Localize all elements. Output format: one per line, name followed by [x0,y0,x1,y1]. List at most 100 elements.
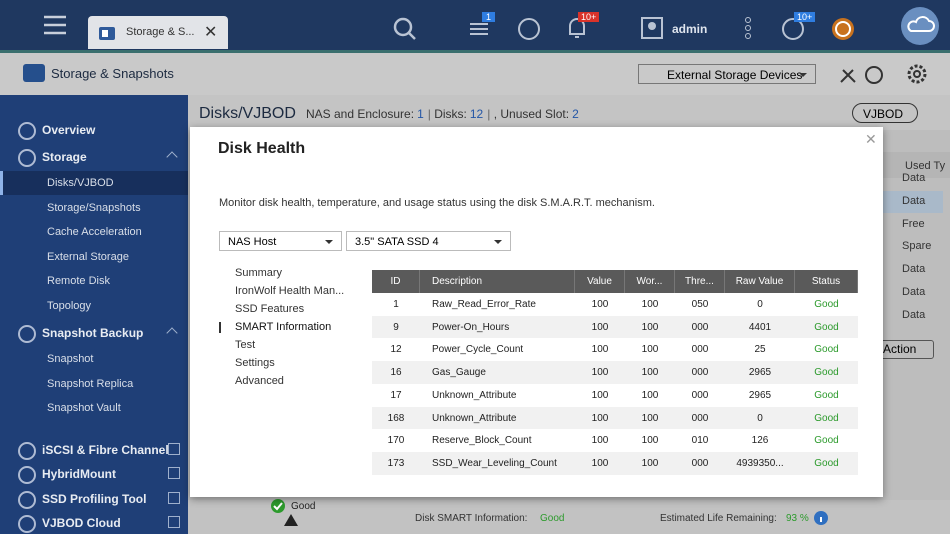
external-link-icon[interactable] [168,492,180,504]
tab-title: Storage & S... [126,26,195,38]
table-row[interactable] [372,383,858,407]
menu-item[interactable]: Summary [235,267,283,279]
user-name[interactable]: admin [672,22,708,36]
section-label[interactable]: Overview [42,123,96,137]
used-type: Data [902,172,926,184]
nav-item[interactable]: Snapshot Replica [47,377,134,390]
table-row[interactable] [372,315,858,339]
column-header[interactable]: Value [575,270,625,293]
section-label[interactable]: VJBOD Cloud [42,516,121,530]
disk-select[interactable]: 3.5" SATA SSD 4 [346,231,511,251]
table-row[interactable] [372,361,858,384]
table-row[interactable] [372,451,858,475]
action-button[interactable]: Action [880,340,934,359]
help-icon[interactable] [864,65,884,85]
menu-item[interactable]: SMART Information [235,321,332,333]
table-cell: Unknown_Attribute [432,412,517,424]
table-cell: Power_Cycle_Count [432,344,524,356]
table-cell: 100 [641,299,659,310]
table-row[interactable] [372,293,858,316]
nav-item[interactable]: Snapshot Vault [47,402,121,415]
section-label[interactable]: iSCSI & Fibre Channel [42,443,169,457]
tasks-icon[interactable] [468,18,492,40]
user-icon[interactable] [640,16,664,40]
nav-item[interactable]: Snapshot [47,353,94,365]
info-icon[interactable] [814,511,828,525]
nav-item[interactable]: Cache Acceleration [47,226,142,239]
table-cell: 000 [691,367,709,379]
nav-item[interactable]: External Storage [47,250,129,263]
table-cell: 100 [591,435,609,447]
nav-item[interactable]: Storage/Snapshots [47,201,141,214]
nav-item[interactable]: Disks/VJBOD [47,177,114,189]
settings-icon[interactable] [906,63,928,85]
more-icon[interactable] [744,16,752,40]
table-cell: 12 [390,344,402,356]
section-icon [18,325,36,343]
external-link-icon[interactable] [168,467,180,479]
accent-line [0,50,950,53]
table-cell: Good [814,435,839,447]
host-select[interactable]: NAS Host [219,231,342,251]
sync-icon[interactable] [516,16,542,42]
device-select[interactable]: External Storage Devices [638,64,816,84]
table-cell: Power-On_Hours [432,321,510,333]
info-icon[interactable] [780,16,806,42]
table-cell: 0 [757,412,763,424]
table-cell: Good [814,457,839,469]
table-row[interactable] [372,338,858,362]
table-cell: 100 [641,389,659,401]
vjbod-button[interactable]: VJBOD [852,103,918,123]
external-link-icon[interactable] [168,516,180,528]
detail-panel: Good Disk SMART Information: Good Estima… [188,499,950,534]
smart-label: Disk SMART Information: [415,513,528,524]
description: Monitor disk health, temperature, and us… [219,197,655,209]
menu-item[interactable]: Test [235,339,256,351]
table-row[interactable] [372,406,858,430]
menu-item[interactable]: SSD Features [235,303,305,315]
nav-item[interactable]: Topology [47,300,92,312]
column-header[interactable]: Wor... [625,270,675,293]
table-cell: Good [814,389,839,401]
dashboard-icon[interactable] [830,16,856,42]
app-tab[interactable]: Storage & S... ✕ [88,16,228,49]
menu-item[interactable]: Advanced [235,375,284,387]
close-button[interactable]: ✕ [865,131,877,147]
section-label[interactable]: Storage [42,150,87,164]
chevron[interactable] [166,327,178,339]
table-cell: 17 [390,389,402,401]
column-header[interactable]: ID [372,270,420,293]
table-cell: Reserve_Block_Count [432,435,532,447]
table-cell: 170 [387,435,405,447]
section-label[interactable]: Snapshot Backup [42,326,144,340]
table-cell: 100 [591,367,609,379]
section-label[interactable]: HybridMount [42,467,116,481]
chevron[interactable] [166,151,178,163]
tab-close[interactable]: ✕ [204,24,218,41]
main-header: Disks/VJBOD NAS and Enclosure: 1 | Disks: 1… [188,95,950,130]
cloud-icon[interactable] [900,6,940,46]
section-icon [18,442,36,460]
section-label[interactable]: SSD Profiling Tool [42,492,147,506]
table-cell: 126 [751,435,769,447]
table-cell: 000 [691,412,709,424]
column-header[interactable]: Description [420,270,575,293]
column-header[interactable]: Thre... [675,270,725,293]
dialog: Disk Health ✕ Monitor disk health, tempe… [190,127,883,497]
nav-item[interactable]: Remote Disk [47,275,110,288]
menu-item[interactable]: Settings [235,357,275,369]
tools-icon[interactable] [838,65,858,85]
menu-item[interactable]: IronWolf Health Man... [235,285,345,297]
table-cell: 4401 [748,321,772,333]
table-cell: 1 [393,299,399,310]
table-cell: 000 [691,389,709,401]
menu-icon[interactable] [44,14,66,36]
smart-table: ID Description Value Wor... Thre... Raw Value… [372,270,858,478]
table-row[interactable] [372,429,858,452]
table-cell: Raw_Read_Error_Rate [432,299,536,310]
search-icon[interactable] [392,16,418,42]
warning-icon [284,514,298,526]
external-link-icon[interactable] [168,443,180,455]
column-header[interactable]: Status [795,270,858,293]
column-header[interactable]: Raw Value [725,270,795,293]
